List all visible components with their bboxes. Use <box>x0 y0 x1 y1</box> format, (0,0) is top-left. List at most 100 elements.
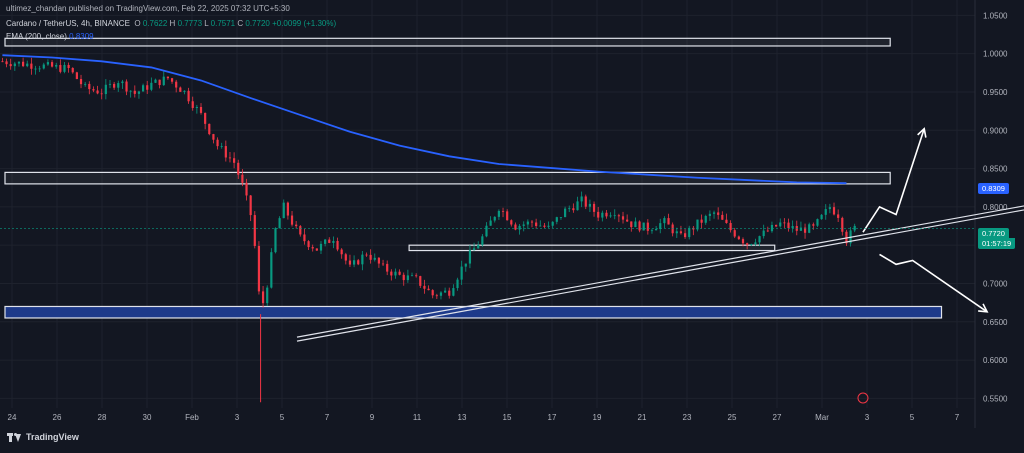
candle-body <box>588 203 592 207</box>
candle-body <box>510 220 513 225</box>
candle-body <box>783 222 786 224</box>
candle-body <box>290 215 294 225</box>
zone-upper-resistance <box>4 37 891 47</box>
candle-body <box>55 65 58 67</box>
candle-body <box>92 89 95 91</box>
zone-range-support <box>408 244 776 252</box>
y-tick-label: 0.8000 <box>983 203 1008 212</box>
x-tick-label: 23 <box>683 413 692 422</box>
candle-body <box>837 214 840 218</box>
x-tick-label: 9 <box>370 413 375 422</box>
candle-body <box>820 214 823 220</box>
x-tick-label: 7 <box>955 413 960 422</box>
candle-body <box>597 211 600 218</box>
candle-body <box>683 233 687 238</box>
candle-body <box>535 222 538 226</box>
candle-body <box>477 245 480 249</box>
x-tick-label: 28 <box>98 413 107 422</box>
candle-body <box>415 275 418 277</box>
candle-body <box>286 202 289 216</box>
candle-body <box>67 64 70 69</box>
candle-body <box>17 61 21 64</box>
candle-body <box>170 78 174 82</box>
candle-body <box>299 226 302 235</box>
candle-body <box>663 218 666 224</box>
candle-body <box>472 248 476 251</box>
candle-body <box>621 216 625 220</box>
candle-body <box>580 196 583 202</box>
candle-body <box>398 271 401 275</box>
ema-line <box>2 54 847 185</box>
candle-body <box>427 288 430 291</box>
candle-body <box>770 224 774 232</box>
candle-body <box>617 215 620 217</box>
candle-body <box>733 230 736 237</box>
candle-body <box>9 64 12 67</box>
candle-body <box>26 63 29 67</box>
candle-body <box>460 266 463 280</box>
candle-body <box>175 81 178 88</box>
tradingview-logo[interactable]: TradingView <box>7 432 79 442</box>
trendline-upper <box>296 205 1024 338</box>
candle-body <box>311 247 314 249</box>
candle-body <box>261 291 265 304</box>
ohlc-low-label: L <box>204 19 209 28</box>
ohlc-high-label: H <box>169 19 176 28</box>
candle-body <box>162 76 165 86</box>
candle-body <box>572 208 575 211</box>
candle-body <box>497 210 500 217</box>
candle-body <box>1 61 4 63</box>
candle-body <box>88 83 91 90</box>
candle-body <box>141 85 145 92</box>
candle-body <box>613 215 616 217</box>
candle-body <box>634 221 637 228</box>
candle-body <box>754 242 757 245</box>
candle-body <box>721 214 724 220</box>
candle-body <box>547 225 550 227</box>
candle-body <box>199 106 203 113</box>
candle-body <box>679 231 683 234</box>
candle-body <box>208 123 211 135</box>
candle-body <box>220 146 223 147</box>
candle-body <box>369 254 372 260</box>
candle-body <box>249 195 252 216</box>
candle-body <box>245 182 248 196</box>
candle-body <box>514 224 517 230</box>
ohlc-close-value: 0.7720 <box>245 19 270 28</box>
candle-body <box>787 222 790 229</box>
candle-body <box>737 236 740 240</box>
candle-body <box>406 275 409 281</box>
candle-body <box>551 221 554 226</box>
candle-body <box>22 61 25 67</box>
candle-body <box>191 101 194 108</box>
scenario-arrowhead-bearish <box>978 303 989 313</box>
candle-body <box>423 285 426 289</box>
candle-body <box>348 260 352 265</box>
candle-body <box>373 257 376 260</box>
candle-body <box>84 83 87 85</box>
candle-body <box>166 76 170 79</box>
ohlc-change: +0.0099 (+1.30%) <box>272 19 337 28</box>
candle-body <box>485 225 488 237</box>
candle-body <box>352 260 356 265</box>
y-tick-label: 0.6500 <box>983 318 1008 327</box>
candle-body <box>328 239 331 243</box>
candle-body <box>212 134 215 140</box>
candle-body <box>452 288 455 296</box>
candle-body <box>96 90 99 94</box>
candle-body <box>729 223 732 231</box>
candle-body <box>841 217 844 232</box>
candle-body <box>71 68 74 73</box>
ohlc-close-label: C <box>237 19 244 28</box>
candle-body <box>605 212 608 217</box>
candle-body <box>717 212 720 215</box>
candle-body <box>50 62 54 67</box>
x-tick-label: 17 <box>548 413 557 422</box>
candle-body <box>824 209 827 215</box>
candle-body <box>592 203 596 212</box>
y-tick-label: 0.9000 <box>983 126 1008 135</box>
ema-legend[interactable]: EMA (200, close) 0.8309 <box>6 32 94 41</box>
candle-body <box>601 212 604 218</box>
